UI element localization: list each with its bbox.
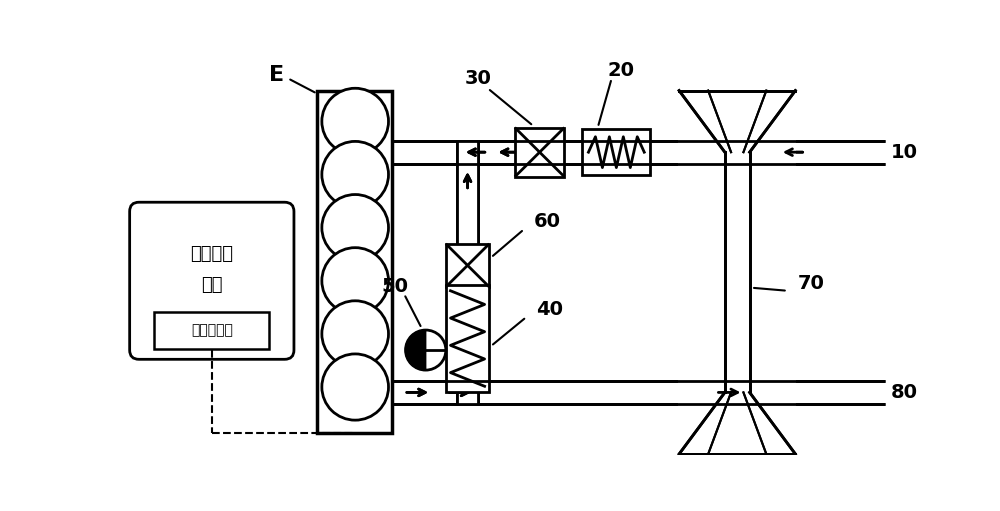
Circle shape: [406, 330, 446, 370]
Circle shape: [322, 195, 388, 261]
Bar: [678, 91, 796, 453]
Text: 30: 30: [464, 69, 491, 88]
Bar: [446, 244, 489, 287]
Circle shape: [322, 142, 388, 207]
Text: 20: 20: [608, 61, 635, 80]
Bar: [457, 141, 478, 404]
Text: 单元: 单元: [201, 275, 223, 294]
Text: 50: 50: [381, 276, 408, 296]
Bar: [154, 312, 269, 349]
Bar: [446, 285, 489, 392]
Text: 电子控制: 电子控制: [190, 245, 233, 263]
Text: 60: 60: [534, 212, 561, 231]
Bar: [515, 128, 564, 177]
Text: E: E: [269, 65, 284, 85]
Circle shape: [322, 301, 388, 367]
Text: 时间存储器: 时间存储器: [191, 323, 233, 337]
FancyBboxPatch shape: [130, 202, 294, 359]
Text: 70: 70: [798, 273, 825, 293]
Polygon shape: [406, 330, 426, 370]
Text: 40: 40: [536, 300, 563, 319]
Circle shape: [322, 248, 388, 314]
Bar: [317, 90, 392, 433]
Text: 80: 80: [891, 383, 918, 402]
Circle shape: [322, 354, 388, 420]
Circle shape: [322, 88, 388, 154]
Text: 10: 10: [891, 143, 918, 161]
Bar: [582, 129, 650, 175]
